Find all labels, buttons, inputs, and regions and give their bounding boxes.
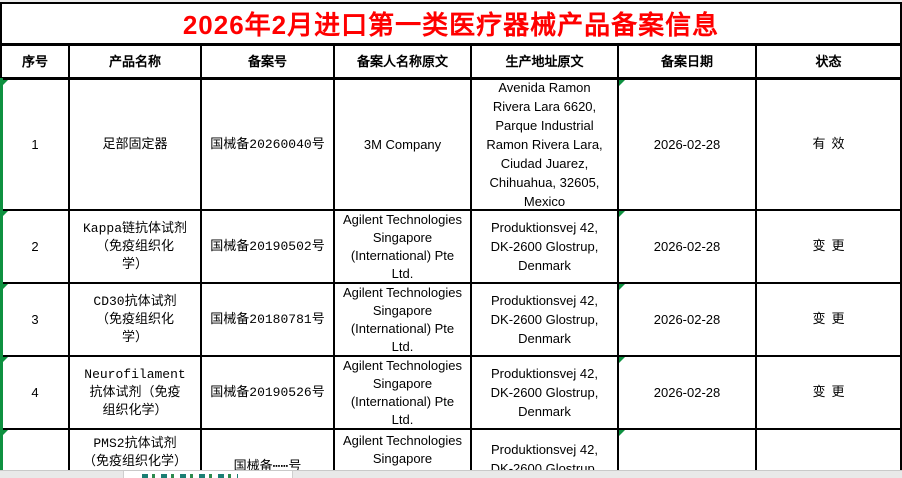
header-product-name[interactable]: 产品名称 [70, 46, 202, 77]
cell-reg-date[interactable]: 2026-02-28 [619, 80, 757, 209]
header-status[interactable]: 状态 [757, 46, 900, 77]
sheet-tab-label-clipped [142, 474, 238, 478]
cell-product-name[interactable]: Neurofilament 抗体试剂（免疫 组织化学） [70, 357, 202, 428]
cell-status[interactable]: 变更 [757, 211, 900, 282]
cell-address[interactable]: Produktionsvej 42, DK-2600 Glostrup, Den… [472, 357, 619, 428]
cell-serial[interactable]: 3 [2, 284, 70, 355]
table-header-row: 序号 产品名称 备案号 备案人名称原文 生产地址原文 备案日期 状态 [2, 46, 900, 80]
error-triangle-icon [2, 80, 8, 86]
error-triangle-icon [619, 80, 625, 86]
date-value: 2026-02-28 [653, 238, 721, 254]
cell-product-name[interactable]: Kappa链抗体试剂 （免疫组织化 学） [70, 211, 202, 282]
cell-address[interactable]: Avenida Ramon Rivera Lara 6620, Parque I… [472, 80, 619, 209]
error-triangle-icon [2, 357, 8, 363]
serial-value: 2 [31, 238, 39, 254]
cell-reg-no[interactable]: 国械备20180781号 [202, 284, 335, 355]
table-row: 2 Kappa链抗体试剂 （免疫组织化 学） 国械备20190502号 Agil… [2, 211, 900, 284]
cell-reg-date[interactable]: 2026-02-28 [619, 284, 757, 355]
cell-product-name[interactable]: 足部固定器 [70, 80, 202, 209]
header-reg-no[interactable]: 备案号 [202, 46, 335, 77]
cell-address[interactable]: Produktionsvej 42, DK-2600 Glostrup, Den… [472, 284, 619, 355]
serial-value: 4 [31, 384, 39, 400]
date-value: 2026-02-28 [653, 311, 721, 327]
table-row: 3 CD30抗体试剂 （免疫组织化 学） 国械备20180781号 Agilen… [2, 284, 900, 357]
cell-serial[interactable]: 2 [2, 211, 70, 282]
date-value: 2026-02-28 [653, 136, 721, 152]
cell-reg-no[interactable]: 国械备20260040号 [202, 80, 335, 209]
header-reg-date[interactable]: 备案日期 [619, 46, 757, 77]
cell-serial[interactable]: 1 [2, 80, 70, 209]
cell-status[interactable]: 有效 [757, 80, 900, 209]
error-triangle-icon [2, 284, 8, 290]
top-edge-strip [0, 0, 902, 2]
cell-reg-no[interactable]: 国械备20190526号 [202, 357, 335, 428]
table-row: 1 足部固定器 国械备20260040号 3M Company Avenida … [2, 80, 900, 211]
header-address[interactable]: 生产地址原文 [472, 46, 619, 77]
cell-registrant[interactable]: Agilent Technologies Singapore (Internat… [335, 284, 472, 355]
sheet-tab-bar [0, 470, 902, 478]
error-triangle-icon [619, 284, 625, 290]
cell-registrant[interactable]: Agilent Technologies Singapore (Internat… [335, 211, 472, 282]
header-serial[interactable]: 序号 [2, 46, 70, 77]
header-registrant[interactable]: 备案人名称原文 [335, 46, 472, 77]
error-triangle-icon [2, 211, 8, 217]
serial-value: 1 [31, 136, 39, 152]
date-value: 2026-02-28 [653, 384, 721, 400]
active-sheet-tab[interactable] [123, 471, 293, 478]
cell-reg-date[interactable]: 2026-02-28 [619, 211, 757, 282]
cell-status[interactable]: 变更 [757, 357, 900, 428]
cell-reg-no[interactable]: 国械备20190502号 [202, 211, 335, 282]
cell-reg-date[interactable]: 2026-02-28 [619, 357, 757, 428]
cell-registrant[interactable]: 3M Company [335, 80, 472, 209]
cell-serial[interactable]: 4 [2, 357, 70, 428]
table-row: 4 Neurofilament 抗体试剂（免疫 组织化学） 国械备2019052… [2, 357, 900, 430]
error-triangle-icon [619, 211, 625, 217]
error-triangle-icon [619, 430, 625, 436]
serial-value: 3 [31, 311, 39, 327]
selection-edge-line [0, 78, 3, 470]
error-triangle-icon [2, 430, 8, 436]
cell-product-name[interactable]: CD30抗体试剂 （免疫组织化 学） [70, 284, 202, 355]
cell-status[interactable]: 变更 [757, 284, 900, 355]
error-triangle-icon [619, 357, 625, 363]
page-title: 2026年2月进口第一类医疗器械产品备案信息 [182, 10, 720, 40]
cell-address[interactable]: Produktionsvej 42, DK-2600 Glostrup, Den… [472, 211, 619, 282]
table-title-cell[interactable]: 2026年2月进口第一类医疗器械产品备案信息 [2, 4, 900, 46]
cell-registrant[interactable]: Agilent Technologies Singapore (Internat… [335, 357, 472, 428]
